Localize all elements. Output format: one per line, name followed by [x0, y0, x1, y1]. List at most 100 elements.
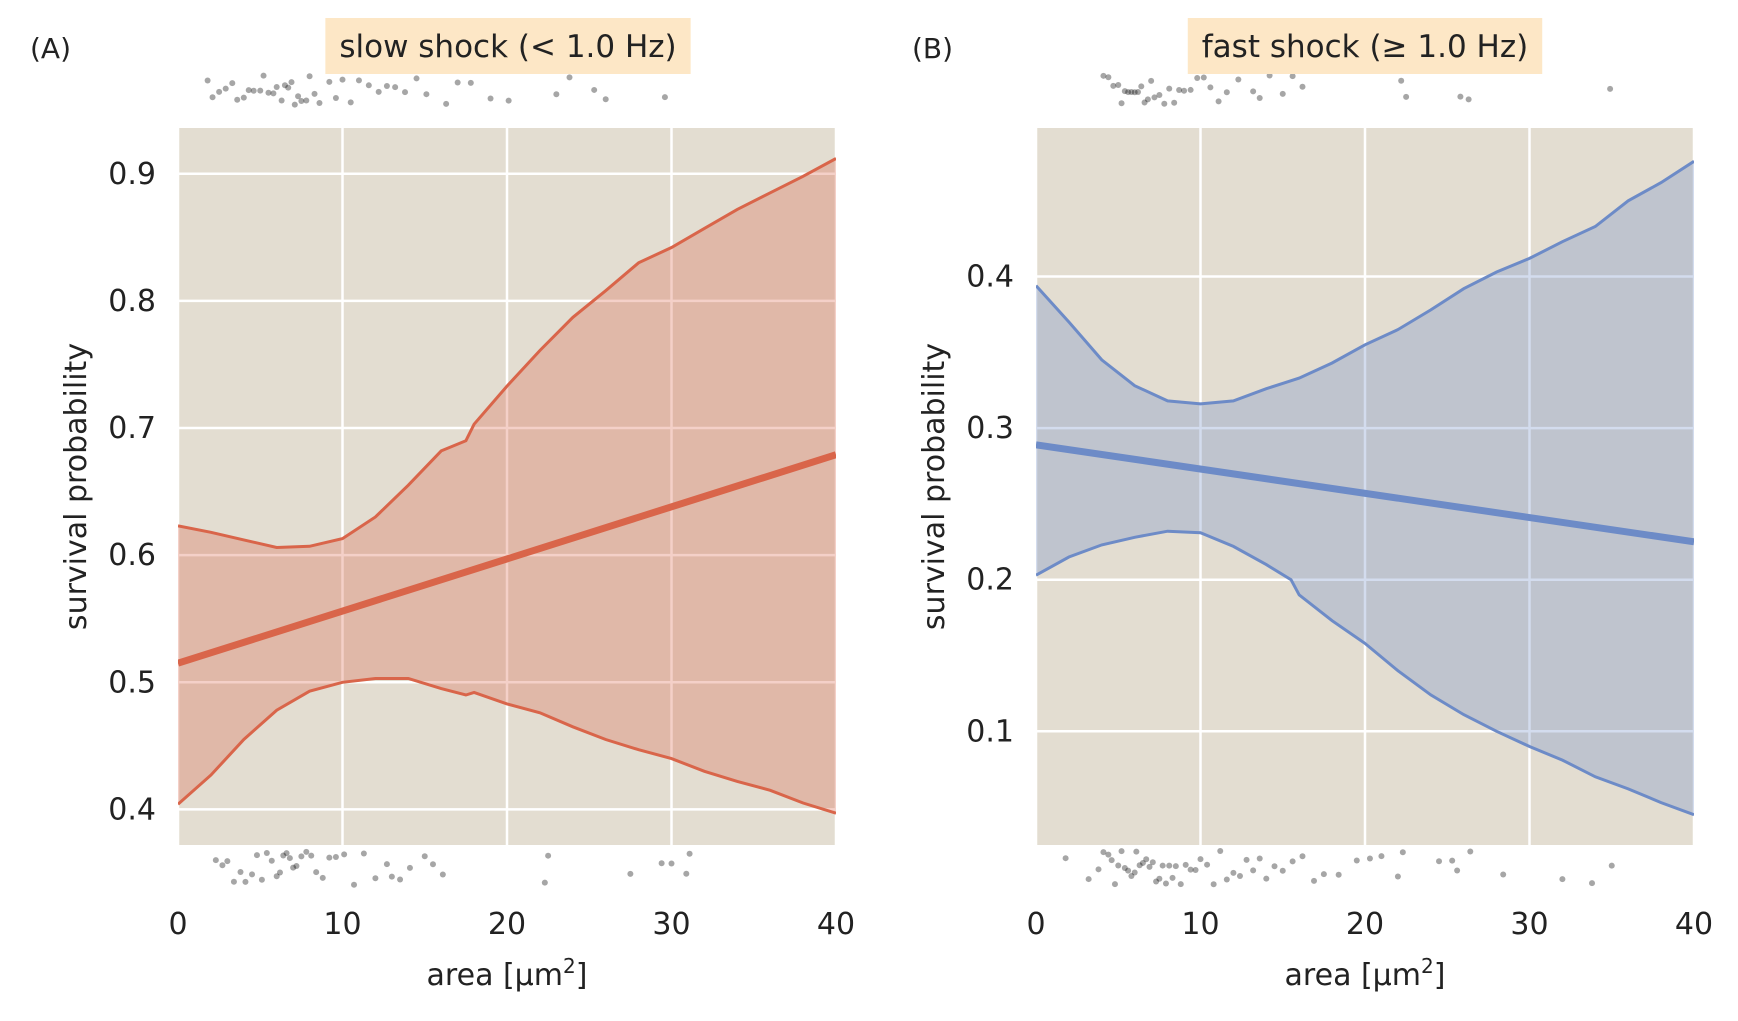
- rug-point-bottom: [224, 858, 231, 865]
- rug-point-top: [402, 89, 409, 96]
- rug-point-bottom: [1289, 858, 1296, 865]
- rug-point-bottom: [1589, 880, 1596, 887]
- rug-point-top: [1223, 89, 1230, 96]
- rug-point-top: [355, 77, 362, 84]
- rug-point-bottom: [406, 864, 413, 871]
- rug-point-bottom: [1115, 862, 1122, 869]
- rug-point-bottom: [1197, 856, 1204, 863]
- rug-point-bottom: [1166, 862, 1173, 869]
- rug-point-bottom: [351, 881, 358, 888]
- rug-point-bottom: [237, 869, 244, 876]
- rug-group: [204, 72, 693, 888]
- rug-point-bottom: [541, 879, 548, 886]
- rug-point-bottom: [429, 861, 436, 868]
- x-tick-label: 10: [323, 907, 361, 942]
- y-tick-label: 0.2: [966, 563, 1014, 598]
- rug-point-bottom: [1118, 848, 1125, 855]
- rug-point-bottom: [383, 861, 390, 868]
- confidence-band: [178, 158, 836, 814]
- rug-point-bottom: [1085, 876, 1092, 883]
- rug-point-bottom: [1156, 875, 1163, 882]
- rug-point-bottom: [388, 873, 395, 880]
- rug-point-bottom: [1223, 876, 1230, 883]
- rug-point-bottom: [1436, 858, 1443, 865]
- rug-point-top: [1250, 88, 1257, 95]
- rug-point-top: [1166, 85, 1173, 92]
- rug-point-bottom: [1243, 856, 1250, 863]
- rug-point-top: [383, 83, 390, 90]
- x-axis-label: area [μm2]: [1285, 954, 1446, 993]
- rug-point-bottom: [658, 860, 665, 867]
- rug-point-bottom: [1399, 849, 1406, 856]
- y-tick-label: 0.9: [108, 157, 156, 192]
- rug-point-top: [285, 84, 292, 91]
- rug-point-top: [306, 73, 313, 80]
- rug-point-bottom: [341, 851, 348, 858]
- x-tick-label: 40: [1675, 907, 1713, 942]
- rug-point-top: [1607, 85, 1614, 92]
- rug-point-bottom: [1500, 871, 1507, 878]
- rug-point-bottom: [683, 870, 690, 877]
- rug-point-bottom: [1236, 873, 1243, 880]
- rug-point-top: [240, 94, 247, 101]
- rug-point-top: [1279, 90, 1286, 97]
- rug-point-bottom: [1139, 859, 1146, 866]
- rug-point-top: [257, 87, 264, 94]
- rug-point-bottom: [372, 875, 379, 882]
- x-tick-label: 10: [1181, 907, 1219, 942]
- fit-line: [1036, 441, 1694, 546]
- x-axis-label-suffix: ]: [1434, 958, 1446, 993]
- rug-point-bottom: [1128, 873, 1135, 880]
- rug-point-top: [1141, 99, 1148, 106]
- rug-point-bottom: [326, 854, 333, 861]
- rug-point-bottom: [1454, 867, 1461, 874]
- rug-point-top: [270, 90, 277, 97]
- rug-point-bottom: [283, 850, 290, 857]
- rug-point-top: [288, 79, 295, 86]
- rug-point-bottom: [242, 878, 249, 885]
- rug-point-top: [1128, 88, 1135, 95]
- x-axis-label: area [μm2]: [427, 954, 588, 993]
- rug-point-top: [661, 94, 668, 101]
- grid: [176, 128, 838, 845]
- rug-point-top: [1187, 86, 1194, 93]
- chart-title: fast shock (≥ 1.0 Hz): [1202, 29, 1528, 65]
- rug-point-top: [1110, 82, 1117, 89]
- rug-point-bottom: [1100, 849, 1107, 856]
- rug-point-bottom: [1149, 859, 1156, 866]
- rug-point-top: [229, 80, 236, 87]
- rug-point-bottom: [1133, 848, 1140, 855]
- rug-point-bottom: [1172, 863, 1179, 870]
- rug-point-bottom: [686, 850, 693, 857]
- rug-point-bottom: [1095, 866, 1102, 873]
- rug-point-top: [209, 94, 216, 101]
- confidence-band: [1036, 161, 1694, 815]
- rug-point-top: [1151, 94, 1158, 101]
- rug-point-top: [234, 96, 241, 103]
- rug-point-bottom: [1467, 848, 1474, 855]
- rug-point-top: [553, 91, 560, 98]
- x-axis-label-suffix: ]: [576, 958, 588, 993]
- rug-point-bottom: [268, 857, 275, 864]
- y-tick-label: 0.6: [108, 538, 156, 573]
- rug-point-top: [1465, 96, 1472, 103]
- rug-point-bottom: [1378, 853, 1385, 860]
- rug-point-top: [1138, 83, 1145, 90]
- rug-point-top: [278, 97, 285, 104]
- rug-point-bottom: [293, 862, 300, 869]
- rug-point-bottom: [1177, 881, 1184, 888]
- rug-point-bottom: [1217, 848, 1224, 855]
- rug-point-bottom: [332, 853, 339, 860]
- rug-point-bottom: [276, 869, 283, 876]
- y-tick-label: 0.1: [966, 714, 1014, 749]
- rug-point-bottom: [1449, 857, 1456, 864]
- x-tick-label: 20: [1346, 907, 1384, 942]
- x-axis-label-sup: 2: [563, 954, 576, 978]
- rug-point-top: [311, 90, 318, 97]
- rug-point-top: [1100, 72, 1107, 79]
- rug-point-bottom: [1182, 861, 1189, 868]
- rug-point-bottom: [1143, 856, 1150, 863]
- y-tick-label: 0.5: [108, 665, 156, 700]
- fit-line: [178, 451, 836, 667]
- rug-point-top: [250, 87, 257, 94]
